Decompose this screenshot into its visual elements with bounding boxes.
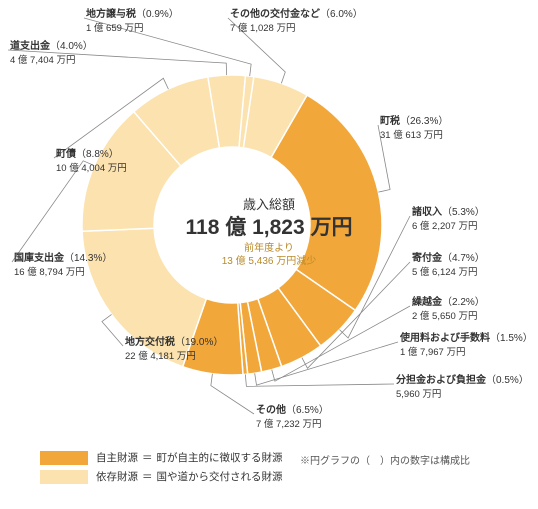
- legend-row-independent: 自主財源 ＝ 町が自主的に徴収する財源: [40, 450, 283, 465]
- legend-desc-dependent: 国や道から交付される財源: [157, 469, 283, 484]
- donut-chart: 町税（26.3%）31 億 613 万円諸収入（5.3%）6 億 2,207 万…: [0, 0, 538, 440]
- center-sub2: 13 億 5,436 万円減少: [0, 255, 538, 269]
- leader-pref_disb: [8, 50, 227, 75]
- leader-other_ind: [211, 374, 254, 414]
- legend: 自主財源 ＝ 町が自主的に徴収する財源 依存財源 ＝ 国や道から交付される財源: [40, 450, 283, 488]
- legend-label-dependent: 依存財源: [96, 469, 138, 484]
- footnote: ※円グラフの（ ）内の数字は構成比: [300, 452, 470, 467]
- leader-burden: [245, 374, 394, 386]
- center-total: 118 億 1,823 万円: [0, 214, 538, 242]
- center-block: 歳入総額 118 億 1,823 万円 前年度より 13 億 5,436 万円減…: [0, 196, 538, 269]
- leader-town_tax: [378, 125, 390, 192]
- leader-other_grant: [228, 18, 285, 83]
- center-sub1: 前年度より: [0, 242, 538, 256]
- legend-eq: ＝: [142, 450, 153, 465]
- legend-label-independent: 自主財源: [96, 450, 138, 465]
- legend-desc-independent: 町が自主的に徴収する財源: [157, 450, 283, 465]
- legend-row-dependent: 依存財源 ＝ 国や道から交付される財源: [40, 469, 283, 484]
- center-title: 歳入総額: [0, 196, 538, 214]
- legend-swatch-independent: [40, 451, 88, 465]
- legend-swatch-dependent: [40, 470, 88, 484]
- legend-eq: ＝: [142, 469, 153, 484]
